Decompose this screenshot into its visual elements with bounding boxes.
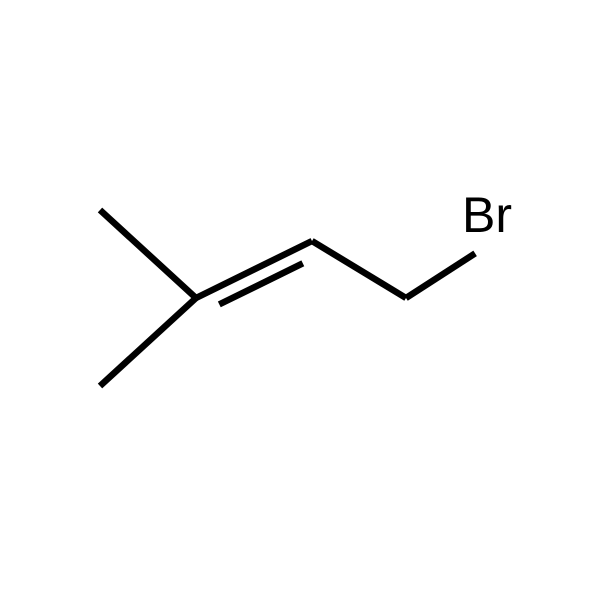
molecule-diagram: Br — [0, 0, 600, 600]
bond-line — [100, 298, 196, 386]
bond-line — [406, 253, 475, 298]
atom-label-br: Br — [462, 187, 512, 243]
bond-line — [100, 210, 196, 298]
bond-line — [312, 241, 406, 298]
